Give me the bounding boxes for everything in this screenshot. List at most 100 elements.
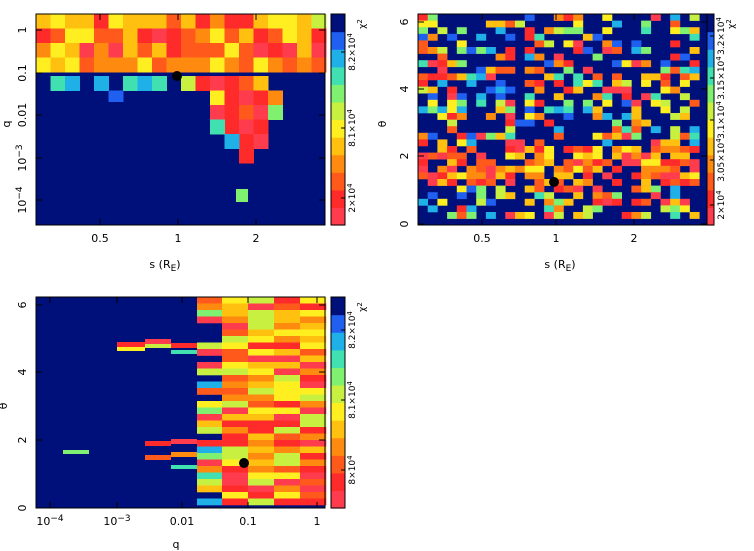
heatmap-cell [268, 57, 283, 73]
colorbar-segment [331, 210, 345, 216]
heatmap-cell [524, 99, 535, 107]
heatmap-cell [534, 159, 545, 167]
heatmap-cell [418, 20, 428, 28]
heatmap-cell [79, 43, 95, 58]
heatmap-cell [181, 57, 196, 73]
heatmap-cell [456, 73, 467, 81]
heatmap-cell [544, 119, 555, 127]
colorbar-segment [707, 112, 714, 117]
heatmap-cell [495, 99, 506, 107]
heatmap-cell [524, 27, 535, 35]
heatmap-cell [210, 43, 225, 58]
heatmap-cell [612, 152, 622, 160]
heatmap-cell [534, 179, 545, 186]
plot-frame [35, 296, 326, 509]
heatmap-cell [447, 165, 458, 173]
colorbar-segment [331, 483, 345, 488]
heatmap-cell [427, 172, 438, 180]
heatmap-cell [466, 146, 477, 153]
heatmap-cell [689, 139, 700, 147]
heatmap-cell [222, 427, 249, 434]
heatmap-cell [660, 198, 671, 206]
heatmap-cell [485, 165, 496, 173]
colorbar-segment [331, 175, 345, 180]
heatmap-cell [224, 119, 240, 135]
colorbar-segment [707, 17, 714, 22]
heatmap-cell [248, 427, 275, 434]
heatmap-cell [300, 394, 327, 402]
heatmap-cell [274, 388, 301, 395]
heatmap-cell [447, 60, 458, 68]
colorbar-frame [330, 13, 346, 226]
heatmap-cell [222, 323, 249, 330]
heatmap-cell [553, 93, 564, 101]
y-tick-label: 0 [16, 505, 29, 512]
heatmap-cell [650, 139, 661, 147]
heatmap-cell [524, 66, 535, 74]
heatmap-cell [612, 146, 622, 153]
heatmap-cell [418, 33, 428, 41]
heatmap-cell [592, 93, 603, 101]
colorbar-segment [707, 80, 714, 85]
x-tick-label: 0.5 [91, 232, 109, 245]
colorbar-segment [707, 133, 714, 138]
colorbar-segment [707, 217, 714, 223]
heatmap-cell [36, 43, 51, 58]
colorbar-segment [331, 147, 345, 152]
colorbar-segment [331, 42, 345, 47]
heatmap-cell [689, 47, 700, 54]
heatmap-cell [582, 179, 593, 186]
heatmap-cell [197, 498, 222, 506]
heatmap-cell [563, 27, 574, 35]
heatmap-cell [621, 113, 632, 120]
heatmap-cell [612, 47, 622, 54]
heatmap-cell [224, 105, 240, 120]
heatmap-cell [300, 316, 327, 324]
colorbar-tick-label: 2×104 [715, 190, 727, 220]
heatmap-cell [476, 99, 487, 107]
colorbar-segment [707, 24, 714, 29]
heatmap-cell [689, 66, 700, 74]
x-tick-label: 0.01 [170, 515, 195, 528]
heatmap-cell [495, 132, 506, 140]
heatmap-cell [427, 60, 438, 68]
heatmap-cell [418, 73, 428, 81]
heatmap-cell [456, 99, 467, 107]
heatmap-cell [274, 440, 301, 447]
heatmap-cell [456, 205, 467, 213]
heatmap-cell [631, 106, 642, 114]
heatmap-cell [641, 198, 652, 206]
heatmap-cell [437, 27, 448, 35]
heatmap-cell [248, 479, 275, 486]
colorbar-segment [707, 147, 714, 152]
heatmap-cell [476, 185, 487, 193]
heatmap-cell [197, 316, 222, 324]
heatmap-cell [495, 80, 506, 87]
colorbar-segment [707, 77, 714, 82]
heatmap-cell [222, 498, 249, 506]
heatmap-cell [582, 47, 593, 54]
colorbar-segment [707, 168, 714, 173]
heatmap-cell [456, 139, 467, 147]
colorbar-segment [707, 66, 714, 71]
heatmap-cell [476, 66, 487, 74]
heatmap-cell [476, 172, 487, 180]
heatmap-cell [631, 172, 642, 180]
heatmap-cell [418, 132, 428, 140]
heatmap-cell [563, 172, 574, 180]
colorbar-segment [331, 409, 345, 414]
heatmap-cell [195, 43, 211, 58]
colorbar-segment [707, 105, 714, 110]
colorbar-segment [331, 172, 345, 177]
heatmap-cell [300, 446, 327, 454]
heatmap-cell [145, 344, 171, 348]
heatmap-cell [679, 146, 690, 153]
heatmap-cell [456, 159, 467, 167]
heatmap-cell [197, 303, 222, 311]
heatmap-cell [248, 349, 275, 356]
heatmap-cell [94, 43, 109, 58]
heatmap-cell [222, 433, 249, 441]
plot-frame [35, 13, 326, 226]
heatmap-cell [94, 28, 109, 44]
